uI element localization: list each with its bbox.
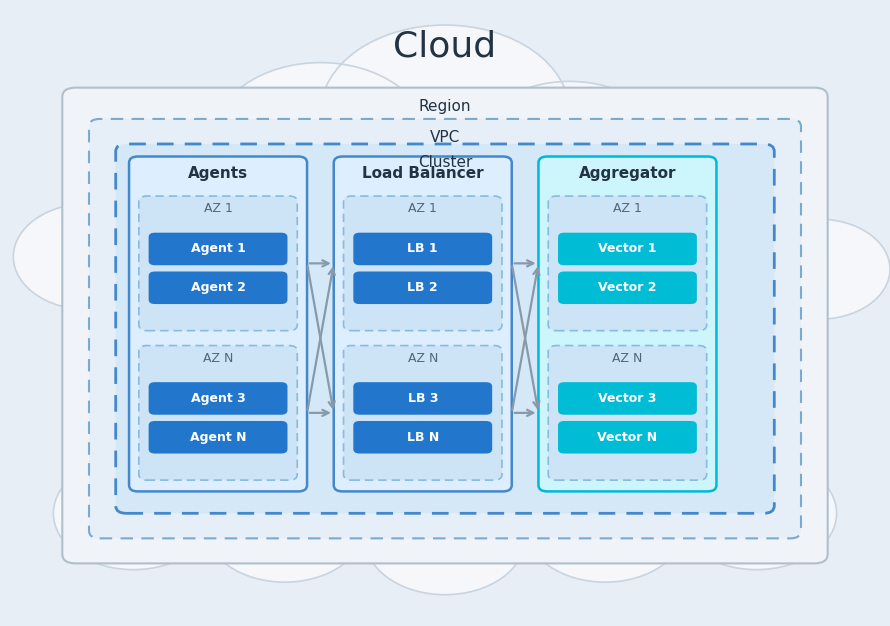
Ellipse shape bbox=[89, 106, 801, 557]
Circle shape bbox=[320, 25, 570, 200]
FancyBboxPatch shape bbox=[149, 272, 287, 304]
Text: VPC: VPC bbox=[430, 130, 460, 145]
Text: Agent 3: Agent 3 bbox=[190, 392, 246, 405]
FancyBboxPatch shape bbox=[334, 156, 512, 491]
FancyBboxPatch shape bbox=[548, 346, 707, 480]
Text: Agent 2: Agent 2 bbox=[190, 281, 246, 294]
Text: Cloud: Cloud bbox=[393, 30, 497, 64]
Text: LB 1: LB 1 bbox=[408, 242, 438, 255]
Text: AZ 1: AZ 1 bbox=[204, 202, 232, 215]
FancyBboxPatch shape bbox=[558, 421, 697, 454]
Circle shape bbox=[632, 150, 792, 263]
FancyBboxPatch shape bbox=[116, 144, 774, 513]
Circle shape bbox=[53, 457, 214, 570]
Text: AZ N: AZ N bbox=[612, 352, 643, 365]
Text: AZ N: AZ N bbox=[203, 352, 233, 365]
FancyBboxPatch shape bbox=[62, 88, 828, 563]
Text: Agent 1: Agent 1 bbox=[190, 242, 246, 255]
FancyBboxPatch shape bbox=[353, 382, 492, 415]
Text: Vector 1: Vector 1 bbox=[598, 242, 657, 255]
FancyBboxPatch shape bbox=[558, 272, 697, 304]
Text: AZ N: AZ N bbox=[408, 352, 438, 365]
Circle shape bbox=[214, 63, 427, 213]
Circle shape bbox=[472, 81, 668, 219]
FancyBboxPatch shape bbox=[129, 156, 307, 491]
FancyBboxPatch shape bbox=[353, 233, 492, 265]
FancyBboxPatch shape bbox=[149, 233, 287, 265]
FancyBboxPatch shape bbox=[139, 346, 297, 480]
Circle shape bbox=[525, 470, 685, 582]
Circle shape bbox=[676, 457, 837, 570]
FancyBboxPatch shape bbox=[89, 119, 801, 538]
FancyBboxPatch shape bbox=[558, 233, 697, 265]
FancyBboxPatch shape bbox=[353, 421, 492, 454]
Circle shape bbox=[748, 219, 890, 319]
FancyBboxPatch shape bbox=[344, 196, 502, 331]
Text: Agent N: Agent N bbox=[190, 431, 247, 444]
Text: Vector 2: Vector 2 bbox=[598, 281, 657, 294]
Text: LB 3: LB 3 bbox=[408, 392, 438, 405]
Circle shape bbox=[107, 125, 285, 250]
Text: LB N: LB N bbox=[407, 431, 439, 444]
Text: AZ 1: AZ 1 bbox=[409, 202, 437, 215]
Text: Region: Region bbox=[419, 99, 471, 114]
Circle shape bbox=[13, 203, 165, 310]
FancyBboxPatch shape bbox=[538, 156, 716, 491]
FancyBboxPatch shape bbox=[558, 382, 697, 415]
FancyBboxPatch shape bbox=[353, 272, 492, 304]
FancyBboxPatch shape bbox=[149, 421, 287, 454]
Text: Load Balancer: Load Balancer bbox=[362, 166, 483, 181]
Text: Cluster: Cluster bbox=[417, 155, 473, 170]
FancyBboxPatch shape bbox=[149, 382, 287, 415]
Circle shape bbox=[365, 482, 525, 595]
Text: Vector N: Vector N bbox=[597, 431, 658, 444]
FancyBboxPatch shape bbox=[548, 196, 707, 331]
Text: LB 2: LB 2 bbox=[408, 281, 438, 294]
Text: Aggregator: Aggregator bbox=[578, 166, 676, 181]
FancyBboxPatch shape bbox=[139, 196, 297, 331]
Text: Agents: Agents bbox=[188, 166, 248, 181]
Text: AZ 1: AZ 1 bbox=[613, 202, 642, 215]
FancyBboxPatch shape bbox=[344, 346, 502, 480]
Circle shape bbox=[205, 470, 365, 582]
Text: Vector 3: Vector 3 bbox=[598, 392, 657, 405]
